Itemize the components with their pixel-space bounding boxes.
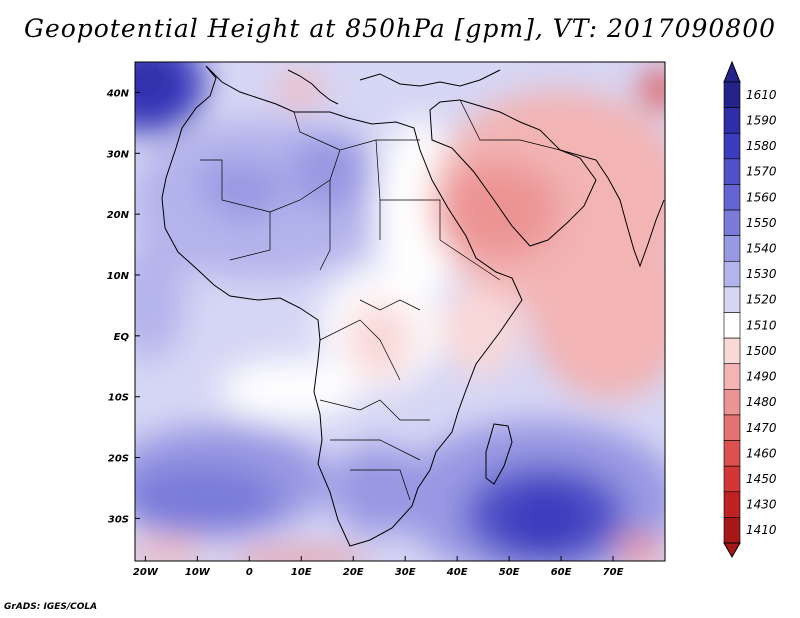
coastlines — [161, 65, 665, 547]
lon-tick-label: 60E — [551, 567, 572, 578]
latitude-axis: 40N 30N 20N 10N EQ 10S 20S 30S — [106, 88, 140, 525]
colorbar-swatch — [723, 260, 741, 288]
colorbar-swatch — [723, 517, 741, 544]
map-frame — [134, 61, 666, 562]
lon-tick-label: 20E — [343, 567, 364, 578]
colorbar-swatch — [723, 209, 741, 236]
lat-tick-label: 20N — [107, 210, 130, 221]
colorbar-swatch — [723, 81, 741, 108]
colorbar-swatch — [723, 414, 741, 441]
lon-tick-label: 10W — [185, 567, 211, 578]
colorbar-swatch — [723, 491, 741, 518]
colorbar-swatch — [723, 465, 741, 493]
colorbar-swatch — [723, 107, 741, 134]
colorbar-label: 1580 — [746, 139, 777, 153]
colorbar-label: 1590 — [746, 113, 777, 127]
colorbar-swatch — [723, 389, 741, 416]
lat-tick-label: EQ — [114, 332, 130, 343]
lat-tick-label: 10S — [108, 393, 129, 404]
colorbar-swatch — [723, 440, 741, 467]
lat-tick-label: 20S — [108, 454, 129, 465]
colorbar-label: 1570 — [746, 165, 777, 179]
lat-tick-label: 10N — [107, 271, 130, 282]
colorbar-swatch — [723, 132, 741, 160]
colorbar-label: 1490 — [746, 370, 777, 384]
colorbar-label: 1520 — [746, 293, 777, 307]
colorbar-swatch — [723, 158, 741, 185]
height-field — [135, 62, 665, 561]
borders — [200, 99, 561, 501]
lon-tick-label: 70E — [603, 567, 624, 578]
lon-tick-label: 50E — [499, 567, 520, 578]
colorbar-swatch — [723, 286, 741, 313]
colorbar-label: 1500 — [746, 344, 777, 358]
colorbar-label: 1610 — [746, 88, 777, 102]
map-title: Geopotential Height at 850hPa [gpm], VT:… — [23, 14, 777, 43]
colorbar-label: 1460 — [746, 446, 777, 460]
colorbar-label: 1480 — [746, 395, 777, 409]
lon-tick-label: 10E — [291, 567, 312, 578]
lat-tick-label: 30N — [107, 149, 130, 160]
colorbar-swatch — [723, 184, 741, 211]
colorbar-label: 1410 — [746, 523, 777, 537]
colorbar-label: 1430 — [746, 498, 777, 512]
lat-tick-label: 40N — [106, 88, 130, 99]
colorbar-label: 1560 — [746, 190, 777, 204]
colorbar-swatch — [723, 235, 741, 262]
colorbar-bottom-arrow — [723, 542, 741, 559]
colorbar-label: 1540 — [746, 241, 777, 255]
grads-credit: GrADS: IGES/COLA — [4, 602, 98, 612]
colorbar-label: 1530 — [746, 267, 777, 281]
lon-tick-label: 20W — [133, 567, 159, 578]
colorbar-swatch — [723, 312, 741, 339]
colorbar-label: 1510 — [746, 318, 777, 332]
colorbar-label: 1550 — [746, 216, 777, 230]
lon-tick-label: 30E — [395, 567, 416, 578]
lat-tick-label: 30S — [108, 514, 129, 525]
lon-tick-label: 0 — [246, 567, 253, 578]
colorbar-swatch — [723, 337, 741, 365]
colorbar: 1610 1590 1580 1570 1560 1550 1540 1530 1520 1510… — [723, 60, 777, 559]
lon-tick-label: 40E — [446, 567, 468, 578]
longitude-axis: 20W 10W 0 10E 20E 30E 40E 50E 60E 70E — [133, 556, 624, 578]
colorbar-label: 1450 — [746, 472, 777, 486]
colorbar-top-arrow — [723, 60, 741, 83]
colorbar-label: 1470 — [746, 421, 777, 435]
colorbar-swatch — [723, 363, 741, 390]
